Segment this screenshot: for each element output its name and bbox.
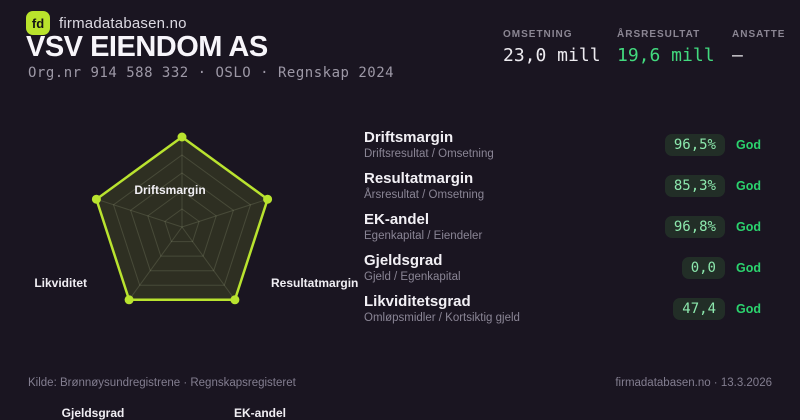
radar-axis-label-gjeldsgrad: Gjeldsgrad: [61, 406, 125, 420]
metric-row-ek-andel: EK-andel Egenkapital / Eiendeler 96,8% G…: [364, 210, 764, 243]
stat-label: OMSETNING: [503, 29, 573, 40]
radar-data-point: [230, 295, 240, 305]
stat-ansatte: ANSATTE –: [732, 29, 785, 66]
firmadatabasen-logo-icon: fd: [26, 11, 50, 35]
radar-chart-svg: [91, 132, 273, 305]
metric-rating-badge: God: [736, 301, 761, 316]
radar-data-point: [263, 194, 273, 204]
radar-data-point: [177, 132, 187, 142]
metric-value-pill: 0,0: [681, 256, 725, 279]
metric-rating-badge: God: [736, 137, 761, 152]
radar-grid-spoke: [181, 226, 236, 301]
radar-grid-ring: [130, 172, 234, 272]
company-title: VSV EIENDOM AS: [26, 31, 268, 63]
stat-label: ANSATTE: [732, 29, 786, 40]
radar-axis-label-driftsmargin: Driftsmargin: [134, 183, 206, 197]
metric-value-pill: 85,3%: [664, 174, 725, 197]
radar-grid-ring: [164, 208, 200, 243]
radar-axis-label-likviditet: Likviditet: [34, 276, 87, 290]
metric-name: Likviditetsgrad: [364, 292, 471, 310]
brand-header[interactable]: fd firmadatabasen.no: [26, 11, 187, 35]
radar-chart: Driftsmargin Resultatmargin EK-andel Gje…: [0, 88, 360, 420]
radar-grid-spoke: [96, 198, 183, 228]
stat-arsresultat: ÅRSRESULTAT 19,6 mill: [617, 29, 715, 66]
metric-value-pill: 96,8%: [664, 215, 725, 238]
metric-row-likviditetsgrad: Likviditetsgrad Omløpsmidler / Kortsikti…: [364, 292, 764, 325]
metric-row-resultatmargin: Resultatmargin Årsresultat / Omsetning 8…: [364, 169, 764, 202]
radar-grid-spoke: [181, 198, 268, 228]
radar-axis-label-ek-andel: EK-andel: [233, 406, 286, 420]
stat-omsetning: OMSETNING 23,0 mill: [503, 29, 601, 66]
metric-row-driftsmargin: Driftsmargin Driftsresultat / Omsetning …: [364, 128, 764, 161]
metric-formula: Omløpsmidler / Kortsiktig gjeld: [364, 312, 520, 325]
footer-brand-date[interactable]: firmadatabasen.no · 13.3.2026: [615, 377, 772, 389]
footer-source: Kilde: Brønnøysundregistrene · Regnskaps…: [28, 377, 296, 389]
radar-data-polygon: [95, 135, 269, 302]
company-subtitle: Org.nr 914 588 332 · OSLO · Regnskap 202…: [28, 65, 395, 81]
metric-name: EK-andel: [364, 210, 430, 228]
stat-label: ÅRSRESULTAT: [617, 29, 701, 40]
metric-formula: Egenkapital / Eiendeler: [364, 230, 483, 243]
metric-rating-badge: God: [736, 178, 761, 193]
radar-grid-ring: [147, 190, 217, 257]
site-name: firmadatabasen.no: [59, 14, 187, 32]
metrics-list: Driftsmargin Driftsresultat / Omsetning …: [364, 128, 764, 335]
radar-data-point: [91, 194, 101, 204]
metric-value-pill: 96,5%: [664, 133, 725, 156]
radar-grid-ring: [112, 154, 252, 286]
stat-value: 19,6 mill: [617, 45, 715, 66]
metric-rating-badge: God: [736, 219, 761, 234]
radar-grid-spoke: [128, 226, 183, 301]
metric-formula: Gjeld / Egenkapital: [364, 271, 461, 284]
metric-name: Resultatmargin: [364, 169, 474, 187]
radar-axis-label-resultatmargin: Resultatmargin: [271, 276, 359, 290]
metric-formula: Årsresultat / Omsetning: [364, 189, 485, 202]
metric-formula: Driftsresultat / Omsetning: [364, 148, 494, 161]
metric-value-pill: 47,4: [673, 297, 725, 320]
metric-name: Driftsmargin: [364, 128, 454, 146]
stat-value: 23,0 mill: [503, 45, 601, 66]
radar-data-point: [124, 295, 134, 305]
stat-value: –: [732, 45, 743, 66]
metric-name: Gjeldsgrad: [364, 251, 443, 269]
metric-row-gjeldsgrad: Gjeldsgrad Gjeld / Egenkapital 0,0 God: [364, 251, 764, 284]
metric-rating-badge: God: [736, 260, 761, 275]
